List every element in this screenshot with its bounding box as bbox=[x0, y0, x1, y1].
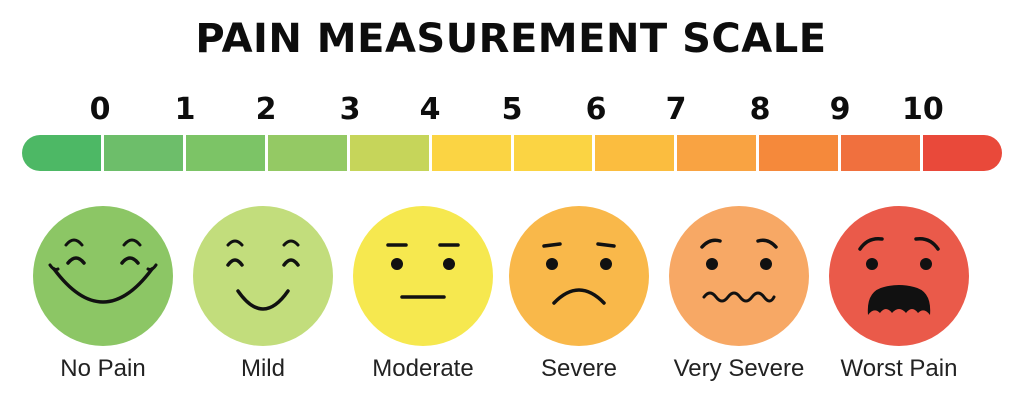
scale-segment bbox=[510, 135, 593, 171]
face-severe: Severe bbox=[494, 205, 664, 383]
scale-segment bbox=[428, 135, 511, 171]
big-smile-face-icon bbox=[33, 206, 173, 346]
scale-segment bbox=[674, 135, 757, 171]
scale-number-1: 1 bbox=[174, 92, 196, 127]
face-very-severe: Very Severe bbox=[654, 205, 824, 383]
wavy-mouth-face-icon bbox=[669, 206, 809, 346]
face-mild: Mild bbox=[178, 205, 348, 383]
frown-face-icon bbox=[509, 206, 649, 346]
scale-segment bbox=[22, 135, 101, 171]
scale-number-6: 6 bbox=[585, 92, 607, 127]
scale-segment bbox=[100, 135, 183, 171]
face-label: Severe bbox=[540, 355, 618, 382]
scale-segment bbox=[838, 135, 921, 171]
face-no-pain: No Pain bbox=[18, 205, 188, 383]
scale-segment bbox=[592, 135, 675, 171]
face-label: Mild bbox=[240, 355, 285, 382]
scale-number-9: 9 bbox=[829, 92, 851, 127]
scale-number-3: 3 bbox=[339, 92, 361, 127]
scale-number-7: 7 bbox=[665, 92, 687, 127]
face-worst-pain: Worst Pain bbox=[814, 205, 984, 383]
face-label: Moderate bbox=[372, 355, 474, 382]
scale-segment bbox=[920, 135, 1002, 171]
scale-segment bbox=[756, 135, 839, 171]
pain-scale-bar bbox=[22, 135, 1002, 171]
scale-number-5: 5 bbox=[501, 92, 523, 127]
scale-numbers: 0 1 2 3 4 5 6 7 8 9 10 bbox=[0, 92, 1022, 132]
scale-segment bbox=[264, 135, 347, 171]
crying-face-icon bbox=[829, 206, 969, 346]
scale-number-0: 0 bbox=[89, 92, 111, 127]
smile-face-icon bbox=[193, 206, 333, 346]
face-label: Worst Pain bbox=[840, 355, 958, 382]
scale-number-4: 4 bbox=[419, 92, 441, 127]
neutral-face-icon bbox=[353, 206, 493, 346]
page-title: PAIN MEASUREMENT SCALE bbox=[195, 16, 827, 62]
face-moderate: Moderate bbox=[338, 205, 508, 383]
scale-number-10: 10 bbox=[902, 92, 944, 127]
scale-number-2: 2 bbox=[255, 92, 277, 127]
scale-segment bbox=[346, 135, 429, 171]
faces-row: No Pain Mild Moderate bbox=[0, 205, 1022, 395]
face-label: No Pain bbox=[60, 355, 146, 382]
face-label: Very Severe bbox=[673, 355, 805, 382]
scale-segment bbox=[182, 135, 265, 171]
scale-number-8: 8 bbox=[749, 92, 771, 127]
